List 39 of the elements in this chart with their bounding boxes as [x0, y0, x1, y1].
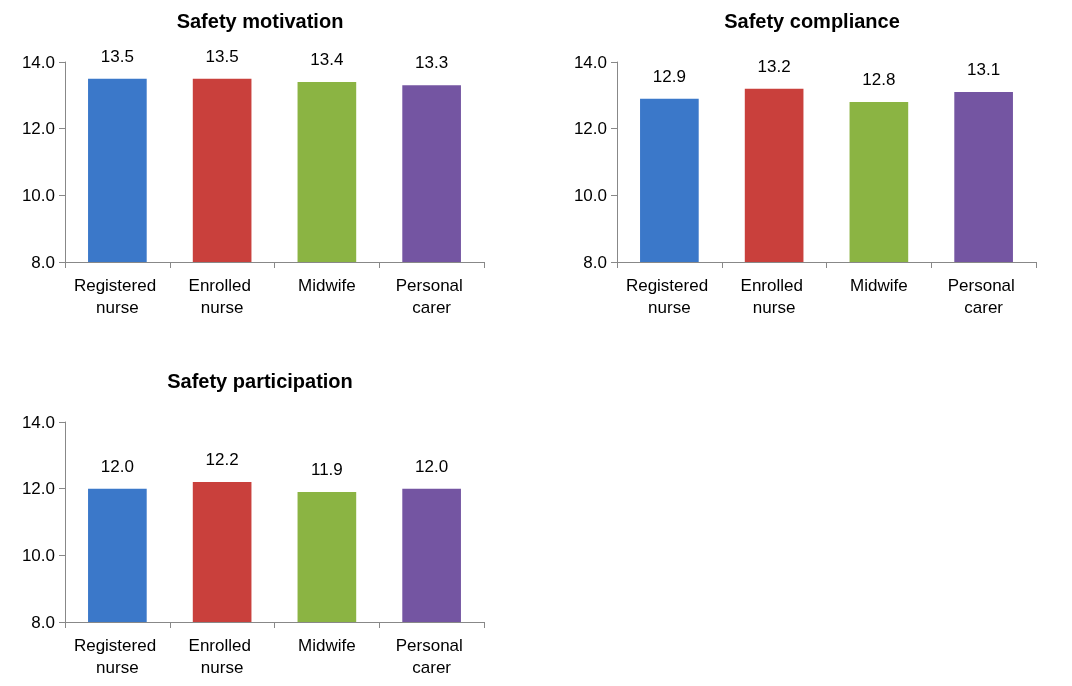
x-tick-label: Midwife	[850, 275, 908, 295]
y-tick-label: 10.0	[573, 185, 607, 205]
data-label: 13.2	[757, 56, 791, 76]
y-tick-label: 8.0	[583, 252, 607, 272]
y-tick-label: 14.0	[21, 412, 55, 432]
data-label: 12.2	[205, 450, 239, 469]
chart-title: Safety motivation	[176, 10, 344, 32]
x-tick-label: Personal carer	[947, 275, 1020, 317]
chart-title: Safety compliance	[724, 10, 900, 32]
data-label: 13.4	[310, 50, 344, 69]
y-tick-label: 14.0	[573, 52, 607, 72]
x-tick-label: Enrolled nurse	[740, 275, 808, 317]
x-tick-label: Personal carer	[395, 635, 468, 677]
x-tick-label: Registered nurse	[73, 635, 161, 677]
data-label: 12.9	[652, 66, 686, 86]
x-tick-label: Personal carer	[395, 275, 468, 317]
data-label: 11.9	[310, 460, 343, 479]
data-label: 12.8	[862, 70, 896, 89]
chart-title: Safety participation	[167, 370, 353, 392]
x-tick-label: Enrolled nurse	[188, 635, 256, 677]
data-label: 13.3	[415, 53, 449, 73]
data-label: 13.5	[205, 46, 239, 66]
y-tick-label: 10.0	[21, 545, 55, 565]
data-label: 13.5	[100, 46, 134, 66]
x-tick-label: Enrolled nurse	[188, 275, 256, 317]
x-tick-label: Midwife	[298, 275, 356, 295]
x-tick-label: Registered nurse	[625, 275, 713, 317]
x-tick-label: Registered nurse	[73, 275, 161, 317]
y-tick-label: 14.0	[21, 52, 55, 72]
y-tick-label: 10.0	[21, 185, 55, 205]
data-label: 12.0	[100, 456, 134, 476]
data-label: 13.1	[967, 60, 1001, 79]
data-label: 12.0	[415, 456, 449, 476]
y-tick-label: 12.0	[573, 119, 607, 139]
x-tick-label: Midwife	[298, 635, 356, 655]
y-tick-label: 8.0	[31, 252, 55, 272]
y-tick-label: 8.0	[31, 612, 55, 632]
y-tick-label: 12.0	[21, 119, 55, 139]
y-tick-label: 12.0	[21, 479, 55, 499]
